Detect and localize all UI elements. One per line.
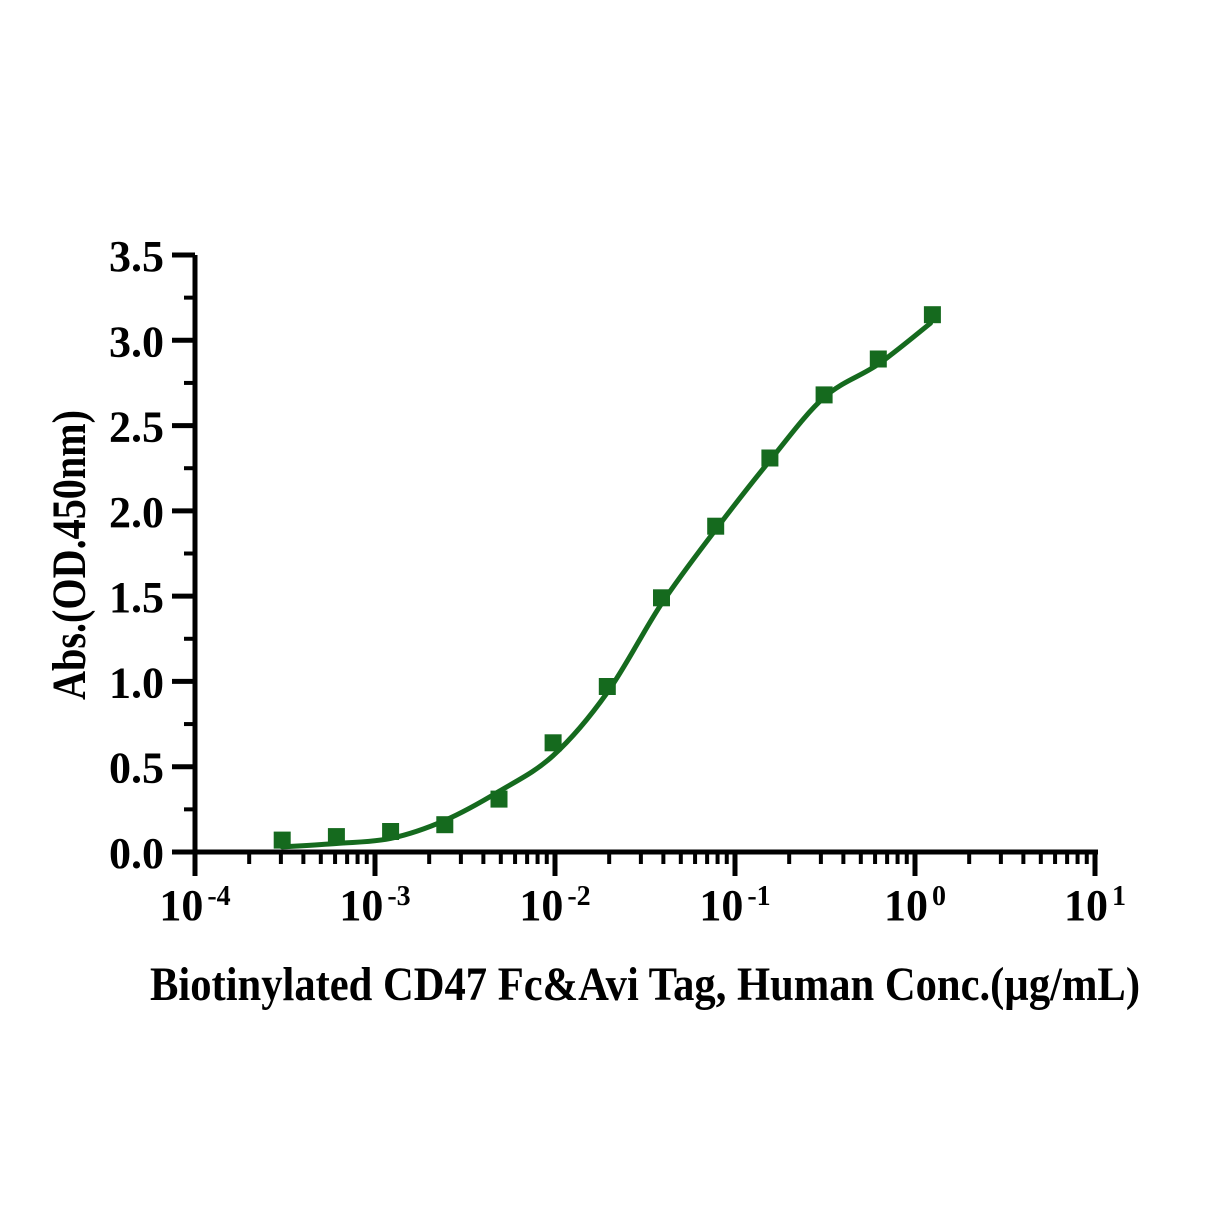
axis-ticks xyxy=(172,252,1098,876)
y-tick-label: 1.0 xyxy=(109,658,164,707)
data-point-marker xyxy=(436,816,454,834)
y-tick-labels: 0.0 0.5 1.0 1.5 2.0 2.5 3.0 3.5 xyxy=(109,232,164,878)
x-tick-label: 10 -1 xyxy=(699,881,770,930)
data-point-marker xyxy=(869,350,887,368)
x-axis-title: Biotinylated CD47 Fc&Avi Tag, Human Conc… xyxy=(150,958,1140,1011)
data-points xyxy=(273,306,941,849)
data-point-marker xyxy=(598,678,616,695)
data-point-marker xyxy=(327,828,345,846)
y-tick-label: 1.5 xyxy=(109,573,164,622)
data-point-marker xyxy=(273,831,291,849)
x-tick-label: 10 -4 xyxy=(159,881,230,930)
data-point-marker xyxy=(923,306,941,324)
y-axis-title: Abs.(OD.450nm) xyxy=(43,410,96,700)
data-point-marker xyxy=(653,589,670,607)
axis-frame xyxy=(192,255,1098,855)
x-tick-label: 10 1 xyxy=(1064,881,1126,930)
x-tick-label: 10 -3 xyxy=(339,881,410,930)
data-point-marker xyxy=(761,449,779,467)
y-tick-label: 0.5 xyxy=(109,744,164,793)
data-point-marker xyxy=(544,734,562,752)
y-tick-label: 0.0 xyxy=(109,829,164,878)
data-point-marker xyxy=(490,790,508,808)
data-point-marker xyxy=(382,823,400,840)
x-tick-label: 10 -2 xyxy=(519,881,590,930)
data-point-marker xyxy=(815,386,833,404)
y-tick-label: 2.0 xyxy=(109,488,164,537)
data-point-marker xyxy=(707,517,725,535)
y-tick-label: 2.5 xyxy=(109,403,164,452)
y-tick-label: 3.0 xyxy=(109,317,164,366)
x-tick-labels: 10 -4 10 -3 10 -2 10 -1 10 0 10 1 xyxy=(159,881,1126,930)
fit-curve-path xyxy=(279,320,933,850)
y-tick-label: 3.5 xyxy=(109,232,164,281)
x-tick-label: 10 0 xyxy=(884,881,946,930)
